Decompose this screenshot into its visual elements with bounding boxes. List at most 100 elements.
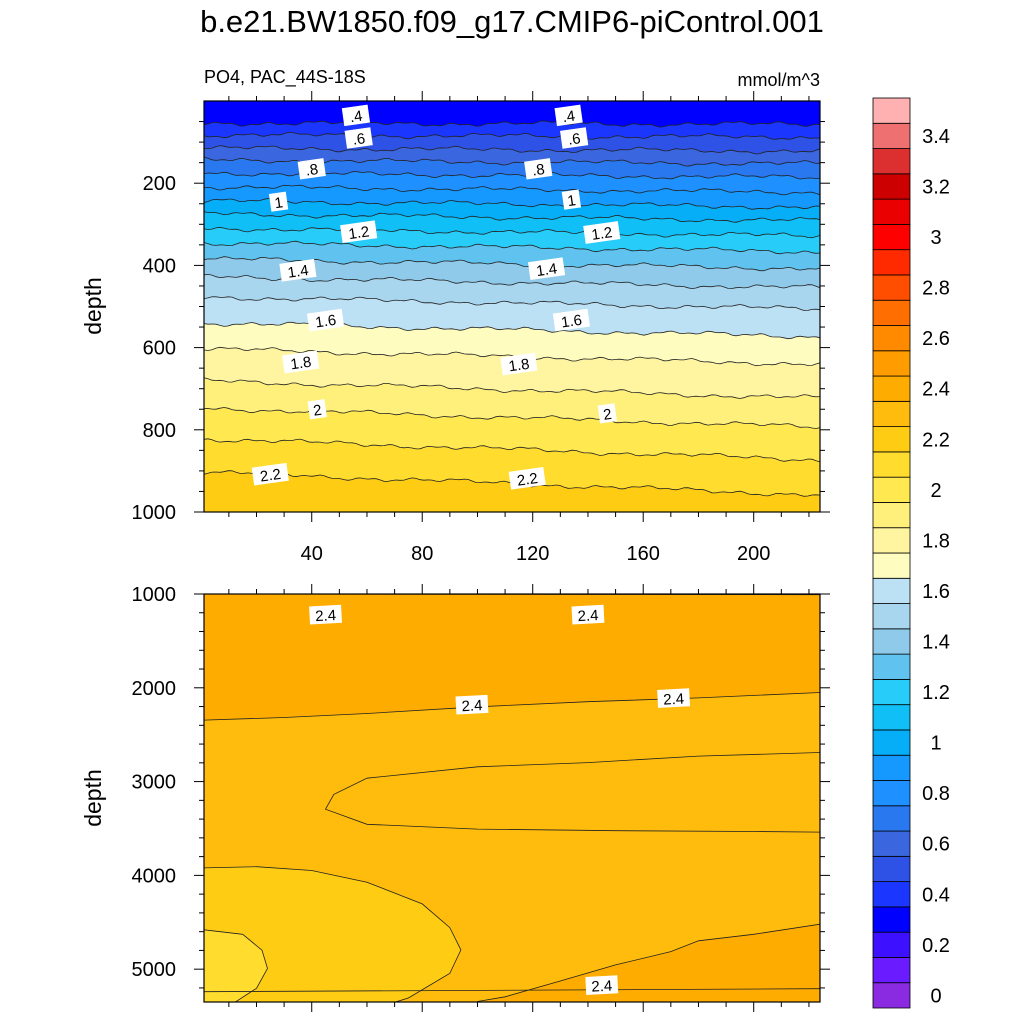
right-subtitle: mmol/m^3 bbox=[738, 70, 820, 90]
colorbar-swatch bbox=[872, 299, 911, 326]
colorbar-label: 2.2 bbox=[922, 429, 950, 451]
lower-panel: 2.4 2.4 2.4 2.4 2.4 1000 2000 3000 4000 5000 bbox=[132, 584, 830, 1012]
svg-text:.4: .4 bbox=[561, 108, 576, 127]
colorbar-swatch bbox=[872, 906, 911, 933]
colorbar-swatch bbox=[872, 400, 911, 428]
colorbar-label: 0.4 bbox=[922, 884, 950, 906]
colorbar-swatch bbox=[872, 476, 911, 503]
colorbar-swatch bbox=[872, 754, 911, 781]
upper-contour-fills: .4 .4 .6 .6 .8 .8 1 1 1.2 1.2 1.4 1.4 1.6 1.6 1.8 1.8 2 2… bbox=[204, 101, 820, 512]
colorbar-swatch bbox=[872, 603, 911, 630]
y-tick-label: 200 bbox=[143, 173, 176, 195]
lower-plot-frame bbox=[203, 593, 821, 1003]
svg-text:1.4: 1.4 bbox=[535, 260, 558, 280]
contour-label: .6 bbox=[344, 127, 373, 149]
contour-line bbox=[204, 131, 820, 140]
colorbar-swatch bbox=[872, 830, 911, 857]
contour-line bbox=[204, 377, 820, 399]
colorbar-label: 1 bbox=[930, 733, 941, 755]
contour-band bbox=[477, 924, 820, 1002]
contour-label: 1.2 bbox=[340, 220, 378, 243]
svg-text:2.4: 2.4 bbox=[461, 697, 483, 715]
contour-line bbox=[204, 119, 820, 128]
y-tick-label: 800 bbox=[143, 420, 176, 442]
contour-label: .4 bbox=[341, 104, 371, 126]
contour-label: 1.4 bbox=[279, 258, 317, 282]
contour-line bbox=[204, 321, 820, 340]
colorbar-swatch bbox=[872, 502, 911, 529]
contour-line bbox=[204, 407, 820, 429]
contour-label: 1.8 bbox=[282, 350, 320, 374]
colorbar-swatch bbox=[872, 223, 911, 251]
contour-label: .8 bbox=[297, 158, 326, 180]
colorbar-label: 2 bbox=[930, 480, 941, 502]
colorbar-label: 1.8 bbox=[922, 530, 950, 552]
colorbar-swatch bbox=[872, 274, 911, 301]
contour-line bbox=[204, 988, 820, 993]
contour-label: 1.6 bbox=[306, 308, 345, 331]
contour-label: .4 bbox=[554, 104, 583, 127]
svg-text:1.8: 1.8 bbox=[289, 354, 312, 374]
colorbar-label: 0 bbox=[930, 985, 941, 1007]
svg-text:1.2: 1.2 bbox=[347, 223, 370, 243]
x-tick-label: 80 bbox=[411, 543, 433, 565]
colorbar-swatch bbox=[872, 957, 911, 984]
colorbar-swatch bbox=[872, 931, 911, 958]
colorbar-swatch bbox=[872, 325, 911, 352]
svg-text:.6: .6 bbox=[567, 130, 582, 149]
contour-line bbox=[204, 240, 820, 255]
colorbar-label: 1.2 bbox=[922, 682, 950, 704]
contour-band bbox=[204, 929, 268, 1002]
y-tick-label: 2000 bbox=[132, 678, 177, 700]
contour-label: 2.4 bbox=[455, 694, 489, 715]
colorbar-swatch bbox=[872, 122, 911, 149]
svg-text:1: 1 bbox=[273, 194, 284, 212]
colorbar-swatch bbox=[872, 451, 911, 478]
contour-label: 2.4 bbox=[585, 975, 619, 996]
y-tick-label: 1000 bbox=[132, 584, 177, 606]
contour-label: 1 bbox=[561, 189, 582, 210]
svg-text:2.4: 2.4 bbox=[663, 691, 685, 709]
contour-line bbox=[204, 866, 462, 1002]
colorbar-swatch bbox=[872, 148, 911, 175]
colorbar-label: 3.4 bbox=[922, 126, 950, 148]
colorbar-swatch bbox=[872, 198, 911, 225]
contour-line bbox=[324, 752, 820, 833]
contour-label: 1.6 bbox=[552, 308, 590, 332]
contour-line bbox=[204, 211, 820, 223]
colorbar-swatch bbox=[872, 653, 911, 680]
contour-band bbox=[325, 752, 820, 833]
colorbar-label: 2.8 bbox=[922, 278, 950, 300]
svg-text:2.4: 2.4 bbox=[315, 607, 337, 625]
lower-y-axis-label: depth bbox=[80, 769, 106, 827]
upper-y-axis-label: depth bbox=[80, 277, 106, 335]
colorbar-label: 0.6 bbox=[922, 834, 950, 856]
colorbar: 0 0.2 0.4 0.6 0.8 1 1.2 1.4 1.6 1.8 2 2.2 2.4 2.6 2.8 3… bbox=[872, 97, 950, 1009]
colorbar-swatch bbox=[872, 729, 911, 756]
colorbar-swatch bbox=[872, 704, 911, 731]
contour-label: 2.4 bbox=[571, 604, 605, 625]
contour-label: 2.2 bbox=[251, 462, 289, 486]
x-tick-label: 160 bbox=[627, 543, 660, 565]
colorbar-swatch bbox=[872, 350, 911, 377]
colorbar-swatch bbox=[872, 780, 911, 807]
colorbar-label: 0.2 bbox=[922, 935, 950, 957]
contour-line bbox=[204, 198, 820, 210]
contour-line bbox=[204, 346, 820, 367]
contour-line bbox=[204, 273, 820, 290]
colorbar-swatch bbox=[872, 678, 911, 706]
colorbar-swatch bbox=[872, 628, 911, 655]
y-tick-label: 4000 bbox=[132, 865, 177, 887]
contour-label: .8 bbox=[524, 158, 553, 180]
svg-text:1.6: 1.6 bbox=[560, 312, 583, 332]
colorbar-swatch bbox=[872, 249, 911, 276]
figure-title: b.e21.BW1850.f09_g17.CMIP6-piControl.001 bbox=[200, 4, 824, 39]
colorbar-swatch bbox=[872, 375, 911, 402]
svg-text:1.2: 1.2 bbox=[590, 224, 613, 244]
svg-text:2.2: 2.2 bbox=[259, 466, 282, 486]
lower-contour-fills: 2.4 2.4 2.4 2.4 2.4 bbox=[204, 594, 820, 1002]
x-tick-label: 120 bbox=[516, 543, 549, 565]
contour-label: 1.2 bbox=[583, 221, 621, 244]
upper-panel: .4 .4 .6 .6 .8 .8 1 1 1.2 1.2 1.4 1.4 1.6 1.6 1.8 1.8 2 2… bbox=[132, 91, 830, 565]
